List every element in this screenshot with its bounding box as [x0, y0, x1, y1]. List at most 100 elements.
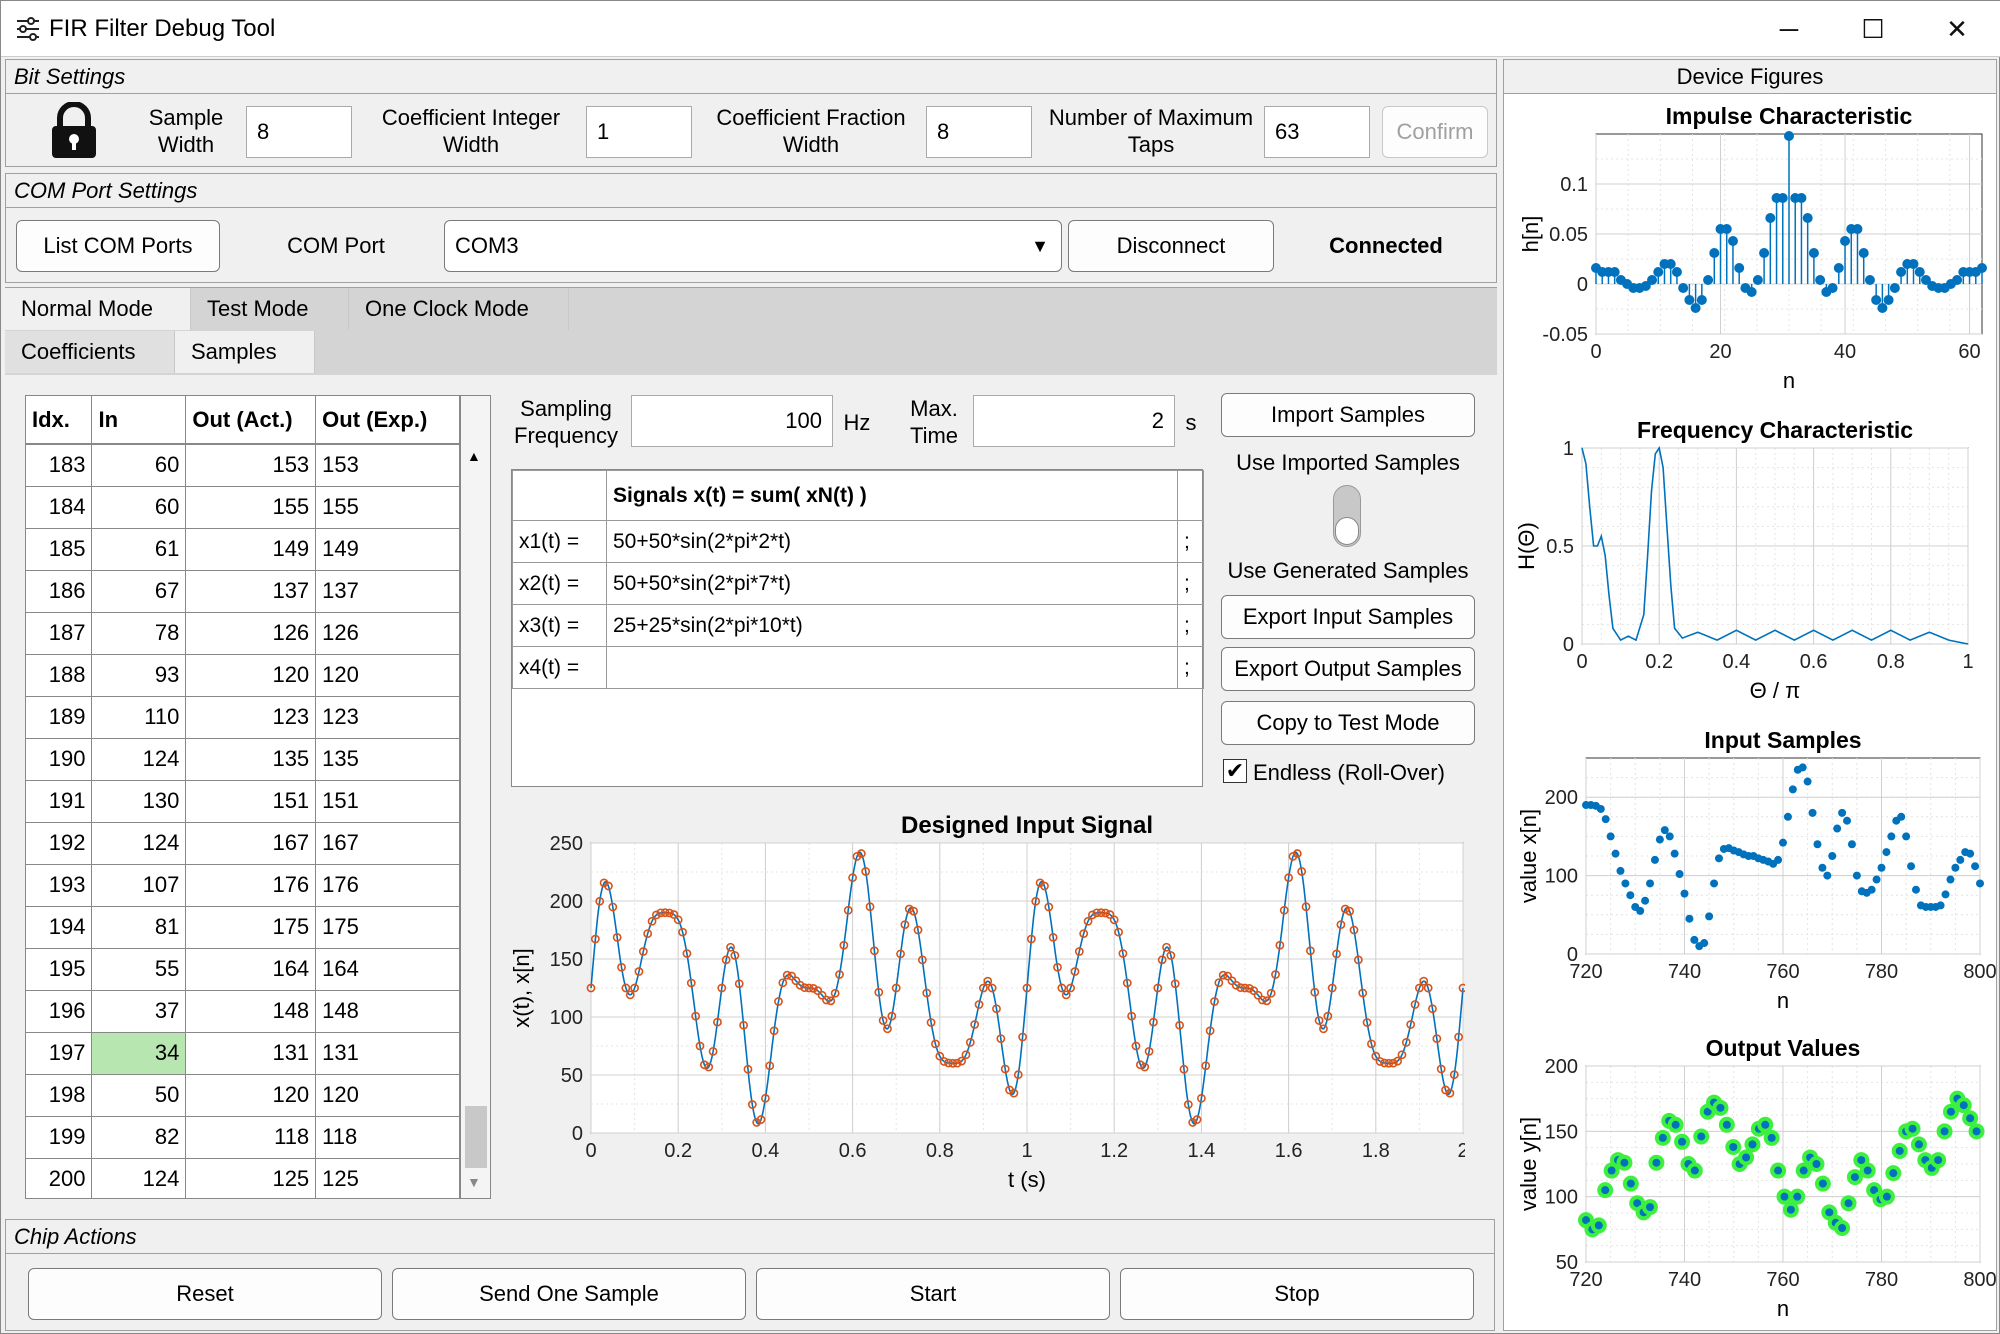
- cell-out-act[interactable]: 151: [185, 780, 317, 823]
- signal-expr[interactable]: 25+25*sin(2*pi*10*t): [606, 604, 1178, 647]
- cell-idx[interactable]: 200: [26, 1158, 93, 1198]
- cell-idx[interactable]: 185: [26, 528, 93, 571]
- cell-in[interactable]: 81: [91, 906, 187, 949]
- scroll-up-icon[interactable]: ▲: [467, 448, 481, 464]
- cell-in[interactable]: 93: [91, 654, 187, 697]
- export-output-button[interactable]: Export Output Samples: [1221, 647, 1475, 691]
- table-row[interactable]: 188 93 120 120: [26, 654, 460, 697]
- lock-icon[interactable]: [50, 102, 98, 160]
- cell-in[interactable]: 34: [91, 1032, 187, 1075]
- cell-in[interactable]: 124: [91, 822, 187, 865]
- cell-out-exp[interactable]: 153: [315, 444, 460, 487]
- cell-in[interactable]: 124: [91, 738, 187, 781]
- cell-idx[interactable]: 191: [26, 780, 93, 823]
- reset-button[interactable]: Reset: [28, 1268, 382, 1320]
- maximize-button[interactable]: ☐: [1861, 14, 1885, 44]
- cell-out-exp[interactable]: 155: [315, 486, 460, 529]
- cell-out-act[interactable]: 149: [185, 528, 317, 571]
- signal-expr[interactable]: 50+50*sin(2*pi*7*t): [606, 562, 1178, 605]
- cell-idx[interactable]: 183: [26, 444, 93, 487]
- coef-frac-field[interactable]: 8: [926, 106, 1032, 158]
- cell-out-exp[interactable]: 135: [315, 738, 460, 781]
- max-time-field[interactable]: 2: [973, 395, 1175, 447]
- cell-in[interactable]: 82: [91, 1116, 187, 1159]
- cell-out-act[interactable]: 176: [185, 864, 317, 907]
- table-row[interactable]: 196 37 148 148: [26, 990, 460, 1033]
- cell-out-act[interactable]: 148: [185, 990, 317, 1033]
- cell-out-act[interactable]: 118: [185, 1116, 317, 1159]
- cell-out-exp[interactable]: 164: [315, 948, 460, 991]
- toggle-knob[interactable]: [1335, 517, 1359, 545]
- table-row[interactable]: 199 82 118 118: [26, 1116, 460, 1159]
- cell-out-exp[interactable]: 120: [315, 654, 460, 697]
- cell-out-exp[interactable]: 131: [315, 1032, 460, 1075]
- cell-idx[interactable]: 197: [26, 1032, 93, 1075]
- cell-out-act[interactable]: 125: [185, 1158, 317, 1198]
- signals-table[interactable]: Signals x(t) = sum( xN(t) ) x1(t) = 50+50…: [511, 469, 1204, 787]
- cell-out-exp[interactable]: 120: [315, 1074, 460, 1117]
- cell-out-act[interactable]: 167: [185, 822, 317, 865]
- cell-out-exp[interactable]: 125: [315, 1158, 460, 1198]
- table-row[interactable]: 195 55 164 164: [26, 948, 460, 991]
- col-in[interactable]: In: [91, 396, 187, 445]
- cell-idx[interactable]: 188: [26, 654, 93, 697]
- cell-idx[interactable]: 195: [26, 948, 93, 991]
- cell-in[interactable]: 124: [91, 1158, 187, 1198]
- cell-in[interactable]: 78: [91, 612, 187, 655]
- cell-out-act[interactable]: 120: [185, 1074, 317, 1117]
- table-row[interactable]: 189 110 123 123: [26, 696, 460, 739]
- endless-checkbox[interactable]: ✔: [1223, 759, 1247, 783]
- signal-expr[interactable]: [606, 646, 1178, 689]
- cell-out-act[interactable]: 131: [185, 1032, 317, 1075]
- cell-out-act[interactable]: 155: [185, 486, 317, 529]
- sample-width-field[interactable]: 8: [246, 106, 352, 158]
- send-one-sample-button[interactable]: Send One Sample: [392, 1268, 746, 1320]
- signal-expr[interactable]: 50+50*sin(2*pi*2*t): [606, 520, 1178, 563]
- cell-out-act[interactable]: 175: [185, 906, 317, 949]
- cell-idx[interactable]: 194: [26, 906, 93, 949]
- coef-int-field[interactable]: 1: [586, 106, 692, 158]
- table-row[interactable]: 190 124 135 135: [26, 738, 460, 781]
- cell-idx[interactable]: 198: [26, 1074, 93, 1117]
- cell-in[interactable]: 50: [91, 1074, 187, 1117]
- tab-test-mode[interactable]: Test Mode: [191, 288, 349, 330]
- cell-out-exp[interactable]: 148: [315, 990, 460, 1033]
- table-scrollbar[interactable]: ▲ ▼: [460, 396, 490, 1198]
- table-row[interactable]: 194 81 175 175: [26, 906, 460, 949]
- cell-in[interactable]: 110: [91, 696, 187, 739]
- cell-idx[interactable]: 184: [26, 486, 93, 529]
- table-row[interactable]: 191 130 151 151: [26, 780, 460, 823]
- table-row[interactable]: 184 60 155 155: [26, 486, 460, 529]
- cell-in[interactable]: 60: [91, 486, 187, 529]
- scroll-down-icon[interactable]: ▼: [467, 1174, 481, 1190]
- tab-coefficients[interactable]: Coefficients: [5, 331, 175, 373]
- cell-in[interactable]: 60: [91, 444, 187, 487]
- cell-in[interactable]: 107: [91, 864, 187, 907]
- cell-out-exp[interactable]: 137: [315, 570, 460, 613]
- table-row[interactable]: 200 124 125 125: [26, 1158, 460, 1198]
- cell-out-exp[interactable]: 167: [315, 822, 460, 865]
- disconnect-button[interactable]: Disconnect: [1068, 220, 1274, 272]
- cell-out-act[interactable]: 135: [185, 738, 317, 781]
- cell-out-act[interactable]: 164: [185, 948, 317, 991]
- close-button[interactable]: ✕: [1946, 14, 1968, 44]
- scroll-thumb[interactable]: [465, 1106, 487, 1168]
- cell-out-act[interactable]: 137: [185, 570, 317, 613]
- cell-in[interactable]: 37: [91, 990, 187, 1033]
- signals-header[interactable]: Signals x(t) = sum( xN(t) ): [606, 470, 1178, 521]
- import-samples-button[interactable]: Import Samples: [1221, 393, 1475, 437]
- cell-out-act[interactable]: 126: [185, 612, 317, 655]
- table-row[interactable]: 198 50 120 120: [26, 1074, 460, 1117]
- cell-idx[interactable]: 192: [26, 822, 93, 865]
- table-row[interactable]: 187 78 126 126: [26, 612, 460, 655]
- minimize-button[interactable]: ─: [1779, 14, 1799, 44]
- tab-normal-mode[interactable]: Normal Mode: [5, 288, 191, 330]
- stop-button[interactable]: Stop: [1120, 1268, 1474, 1320]
- cell-in[interactable]: 67: [91, 570, 187, 613]
- cell-out-exp[interactable]: 118: [315, 1116, 460, 1159]
- cell-idx[interactable]: 199: [26, 1116, 93, 1159]
- table-row[interactable]: 193 107 176 176: [26, 864, 460, 907]
- cell-idx[interactable]: 196: [26, 990, 93, 1033]
- cell-idx[interactable]: 189: [26, 696, 93, 739]
- table-row[interactable]: 192 124 167 167: [26, 822, 460, 865]
